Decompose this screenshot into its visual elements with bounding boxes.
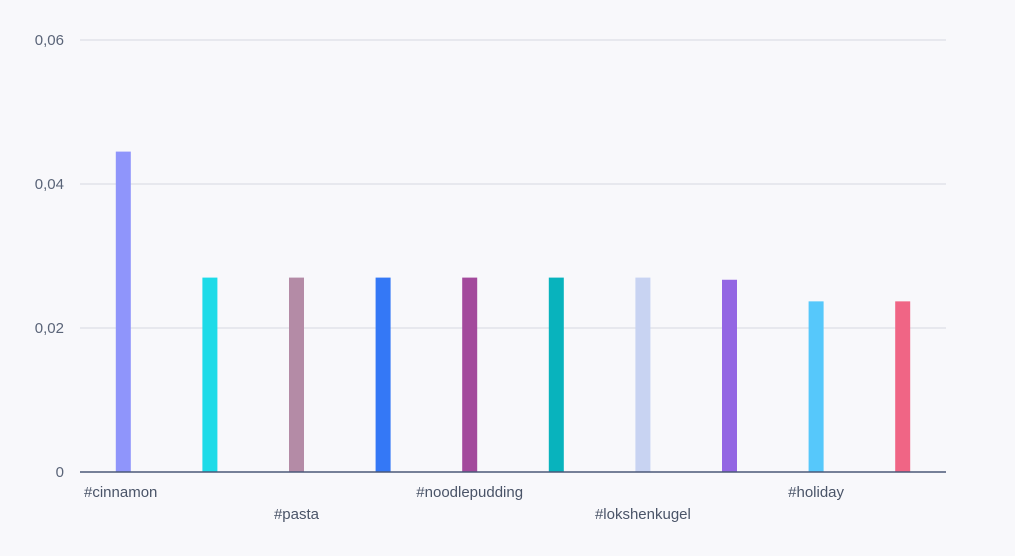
x-category-label: #cinnamon [84,484,157,501]
bar[interactable] [722,279,737,472]
bar[interactable] [375,277,391,472]
bar[interactable] [808,301,824,472]
x-axis-category-labels: #cinnamon #pasta #noodlepudding #lokshenkug… [84,484,845,523]
y-tick-label: 0,02 [35,320,64,337]
bar[interactable] [289,277,304,472]
grid-lines [80,39,946,329]
x-category-label: #noodlepudding [416,484,523,501]
y-tick-label: 0,04 [35,176,64,193]
bar[interactable] [635,277,651,472]
y-tick-label: 0 [56,464,64,481]
bar[interactable] [202,277,218,472]
x-category-label: #lokshenkugel [595,506,691,523]
bars [115,151,911,472]
bar[interactable] [462,277,478,472]
bar[interactable] [115,151,131,472]
y-tick-label: 0,06 [35,32,64,49]
y-axis-tick-labels: 0 0,02 0,04 0,06 [35,32,64,481]
bar[interactable] [895,301,911,472]
x-category-label: #pasta [274,506,320,523]
x-category-label: #holiday [788,484,844,501]
bar[interactable] [548,277,564,472]
